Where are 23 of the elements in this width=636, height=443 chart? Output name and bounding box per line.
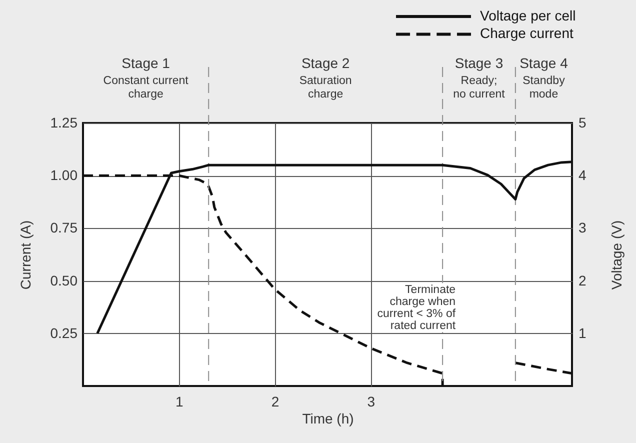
- text: Stage 2 Saturation charge: [299, 55, 352, 100]
- x-tick-label: 3: [367, 394, 376, 410]
- x-tick-label: 2: [271, 394, 280, 410]
- y-tick-label: 1.25: [50, 114, 78, 130]
- y-tick-label: 0.50: [50, 272, 78, 288]
- x-tick-label: 1: [175, 394, 184, 410]
- y2-tick-label: 2: [578, 272, 586, 288]
- legend-label: Charge current: [480, 25, 574, 42]
- y2-tick-label: 1: [578, 324, 586, 341]
- y2-axis-title: Voltage (V): [608, 220, 624, 290]
- legend-label: Voltage per cell: [480, 8, 576, 24]
- y2-tick-label: 4: [578, 167, 586, 184]
- y-tick-label: 0.75: [50, 220, 78, 236]
- y2-tick-label: 3: [578, 220, 586, 236]
- text: Stage 4 Standby mode: [520, 55, 568, 100]
- annotation: Terminate charge when current < 3% of rated current: [377, 284, 456, 332]
- y-tick-label: 1.00: [50, 167, 78, 184]
- y-axis-title: Current (A): [17, 220, 34, 290]
- y-tick-label: 0.25: [50, 324, 78, 341]
- text: Stage 3 Ready; no current: [453, 55, 506, 100]
- y2-tick-label: 5: [578, 114, 586, 130]
- text: Stage 1 Constant current charge: [103, 55, 190, 100]
- x-axis-title: Time (h): [302, 410, 354, 426]
